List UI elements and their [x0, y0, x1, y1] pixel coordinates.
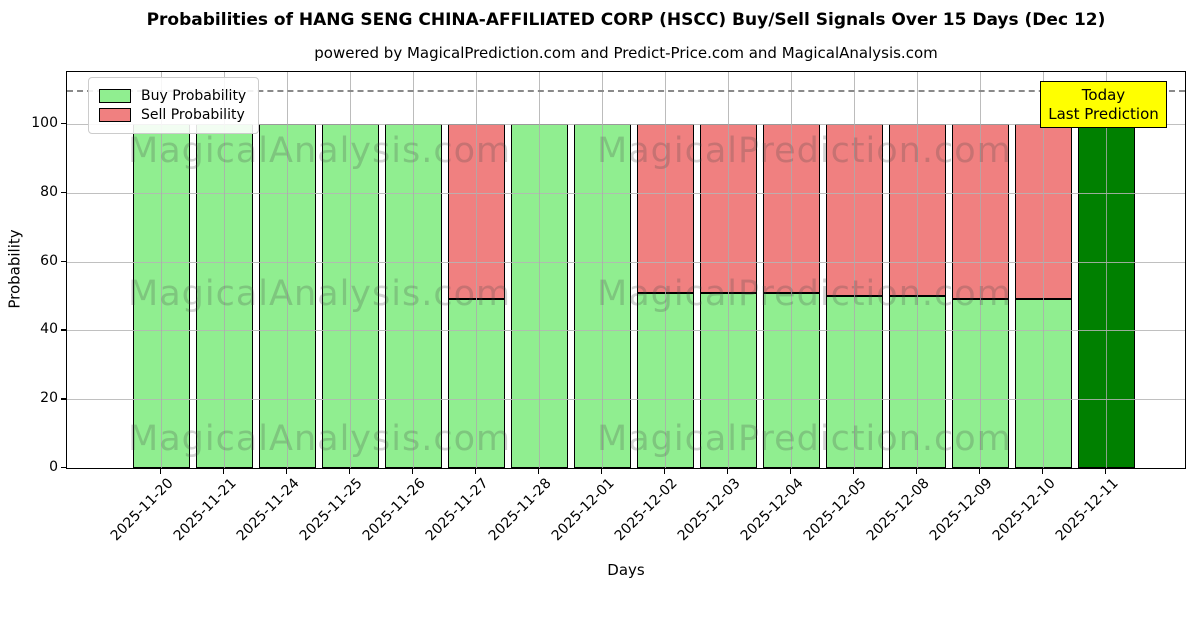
v-gridline — [791, 72, 792, 468]
h-gridline — [67, 330, 1185, 332]
x-tick-mark — [1042, 469, 1044, 474]
v-gridline — [602, 72, 603, 468]
x-tick-mark — [727, 469, 729, 474]
x-tick-mark — [916, 469, 918, 474]
x-tick-mark — [601, 469, 603, 474]
legend-swatch-sell-icon — [99, 108, 131, 122]
x-tick-mark — [853, 469, 855, 474]
legend-swatch-buy-icon — [99, 89, 131, 103]
y-tick-label: 100 — [31, 115, 58, 131]
watermark-prediction: MagicalPrediction.com — [597, 131, 1012, 171]
v-gridline — [854, 72, 855, 468]
x-axis-label: Days — [607, 561, 645, 579]
watermark-prediction: MagicalPrediction.com — [597, 274, 1012, 314]
watermark-prediction: MagicalPrediction.com — [597, 419, 1012, 459]
legend: Buy Probability Sell Probability — [88, 77, 260, 134]
y-tick-mark — [61, 191, 66, 194]
dashed-threshold-line — [67, 89, 1185, 92]
y-tick-mark — [61, 329, 66, 331]
watermark-analysis: MagicalAnalysis.com — [128, 274, 512, 314]
x-tick-mark — [538, 469, 540, 474]
x-tick-mark — [286, 469, 288, 474]
v-gridline — [1043, 72, 1044, 468]
h-gridline — [67, 261, 1185, 263]
v-gridline — [224, 72, 225, 468]
x-tick-mark — [790, 469, 792, 474]
legend-label-buy: Buy Probability — [141, 88, 247, 104]
v-gridline — [539, 72, 540, 468]
legend-item-buy: Buy Probability — [99, 88, 246, 104]
y-tick-mark — [61, 123, 66, 125]
x-tick-mark — [979, 469, 981, 474]
y-tick-label: 40 — [40, 321, 58, 338]
plot-area — [66, 71, 1186, 469]
x-tick-mark — [160, 469, 162, 474]
v-gridline — [161, 72, 162, 468]
annotation-line1: Today — [1081, 85, 1126, 104]
y-tick-mark — [61, 398, 66, 400]
y-tick-label: 20 — [40, 390, 58, 407]
v-gridline — [917, 72, 918, 468]
x-tick-mark — [475, 469, 477, 474]
h-gridline — [67, 399, 1185, 401]
x-tick-mark — [223, 469, 225, 474]
chart-title: Probabilities of HANG SENG CHINA-AFFILIA… — [146, 10, 1106, 30]
v-gridline — [1106, 72, 1107, 468]
x-tick-mark — [349, 469, 351, 474]
v-gridline — [728, 72, 729, 468]
y-tick-label: 80 — [40, 183, 58, 200]
y-tick-mark — [61, 260, 66, 262]
y-tick-mark — [61, 467, 66, 469]
chart-subtitle: powered by MagicalPrediction.com and Pre… — [314, 44, 938, 62]
x-tick-mark — [1105, 469, 1107, 474]
y-tick-label: 60 — [40, 252, 58, 269]
today-annotation: Today Last Prediction — [1040, 81, 1167, 128]
v-gridline — [287, 72, 288, 468]
x-tick-mark — [664, 469, 666, 474]
h-gridline — [67, 124, 1185, 125]
legend-item-sell: Sell Probability — [99, 107, 246, 123]
legend-label-sell: Sell Probability — [141, 107, 245, 123]
x-tick-mark — [412, 469, 414, 474]
watermark-analysis: MagicalAnalysis.com — [128, 131, 512, 171]
h-gridline — [67, 192, 1185, 194]
v-gridline — [980, 72, 981, 468]
watermark-analysis: MagicalAnalysis.com — [128, 419, 512, 459]
v-gridline — [665, 72, 666, 468]
chart-root: Probabilities of HANG SENG CHINA-AFFILIA… — [6, 10, 1186, 579]
y-axis-label: Probability — [6, 229, 25, 309]
annotation-line2: Last Prediction — [1048, 104, 1159, 123]
v-gridline — [413, 72, 414, 468]
y-tick-label: 0 — [49, 459, 58, 475]
v-gridline — [476, 72, 477, 468]
v-gridline — [350, 72, 351, 468]
